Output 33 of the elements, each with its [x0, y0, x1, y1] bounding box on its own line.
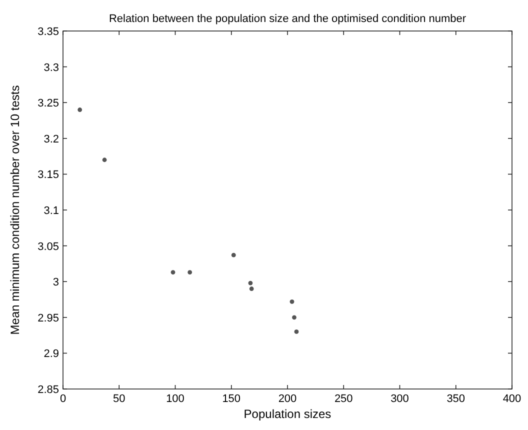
- x-tick-label: 50: [113, 393, 126, 405]
- y-tick-label: 3.1: [44, 205, 59, 217]
- y-tick-label: 3.15: [38, 169, 59, 182]
- point: [294, 330, 299, 334]
- point: [188, 270, 192, 274]
- x-tick-label: 350: [446, 393, 466, 405]
- y-tick-label: 2.9: [44, 348, 59, 360]
- y-tick-label: 3.05: [38, 240, 59, 253]
- point: [249, 286, 254, 291]
- x-tick-label: 300: [390, 393, 409, 405]
- x-tick-label: 250: [334, 393, 353, 405]
- point: [78, 108, 82, 112]
- x-axis-title: Population sizes: [244, 407, 332, 421]
- y-tick-label: 2.85: [38, 384, 59, 396]
- x-tick-label: 150: [222, 393, 241, 405]
- y-axis-title: Mean minimum condition number over 10 tests: [8, 85, 22, 335]
- point: [248, 280, 253, 286]
- y-tick-label: 2.95: [38, 312, 59, 324]
- x-tick-label: 400: [502, 393, 522, 405]
- point: [292, 315, 296, 320]
- y-tick-label: 3.3: [44, 62, 59, 74]
- point: [170, 270, 176, 274]
- x-tick-label: 0: [60, 393, 66, 405]
- point: [231, 252, 236, 258]
- y-tick-label: 3.2: [44, 133, 59, 146]
- point: [290, 299, 294, 304]
- y-tick-label: 3.35: [38, 26, 59, 38]
- chart-title: Relation between the population size and the optimised condition number: [108, 13, 466, 25]
- y-tick-label: 3.25: [38, 98, 59, 110]
- x-tick-label: 100: [166, 393, 184, 405]
- y-tick-label: 3: [52, 276, 59, 289]
- x-tick-label: 200: [278, 393, 297, 405]
- point: [102, 158, 107, 162]
